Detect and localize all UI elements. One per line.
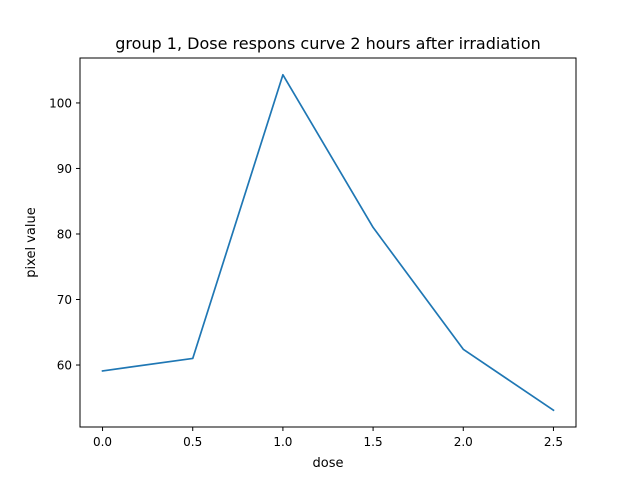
y-tick-label: 70 bbox=[57, 293, 72, 307]
plot-area bbox=[101, 73, 555, 412]
x-tick-label: 0.0 bbox=[93, 435, 112, 449]
x-tick-label: 2.0 bbox=[454, 435, 473, 449]
y-tick-label: 100 bbox=[49, 96, 72, 110]
x-tick-label: 1.0 bbox=[273, 435, 292, 449]
x-tick-label: 0.5 bbox=[183, 435, 202, 449]
chart-title: group 1, Dose respons curve 2 hours afte… bbox=[115, 34, 541, 53]
x-axis-ticks: 0.0 0.5 1.0 1.5 2.0 2.5 bbox=[93, 427, 563, 449]
plot-frame bbox=[79, 57, 577, 428]
x-tick-label: 2.5 bbox=[544, 435, 563, 449]
y-axis-ticks: 60 70 80 90 100 bbox=[49, 96, 80, 373]
series-line-1 bbox=[101, 73, 555, 412]
y-axis-label: pixel value bbox=[24, 207, 39, 277]
x-tick-label: 1.5 bbox=[364, 435, 383, 449]
x-axis-label: dose bbox=[313, 456, 344, 471]
y-tick-label: 80 bbox=[57, 227, 72, 241]
y-tick-label: 60 bbox=[57, 359, 72, 373]
y-tick-label: 90 bbox=[57, 162, 72, 176]
